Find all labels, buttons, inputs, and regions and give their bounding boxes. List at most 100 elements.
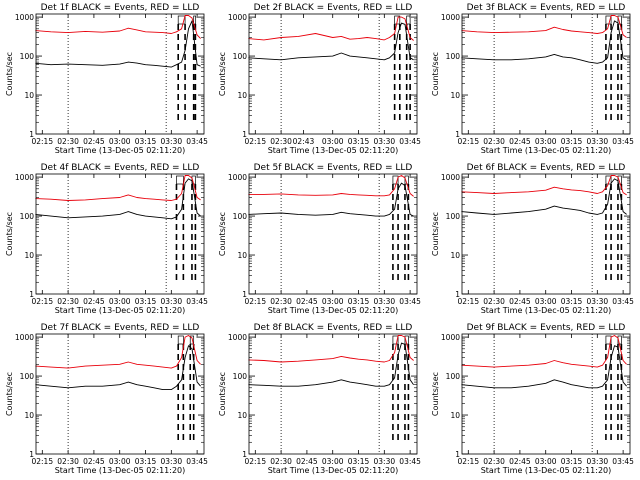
x-tick-label: 02:30 — [483, 137, 505, 146]
x-tick-label: 03:00 — [322, 137, 344, 146]
x-tick-label: 02:45 — [83, 297, 105, 306]
lld-series-line — [35, 335, 201, 369]
y-axis-title: Counts/sec — [218, 372, 227, 416]
x-tick-label: 02:30 — [483, 297, 505, 306]
y-tick-label: 1000 — [228, 13, 247, 22]
y-tick-label: 10 — [237, 411, 247, 420]
x-tick-label: 03:45 — [186, 297, 208, 306]
detector-panel: Det 7f BLACK = Events, RED = LLD 1 10 100 10… — [5, 323, 208, 475]
x-tick-label: 02:15 — [31, 137, 53, 146]
x-axis-title: Start Time (13-Dec-05 02:11:20) — [268, 146, 399, 155]
x-axis-title: Start Time (13-Dec-05 02:11:20) — [481, 306, 612, 315]
y-tick-label: 100 — [233, 52, 248, 61]
x-axis-title: Start Time (13-Dec-05 02:11:20) — [268, 306, 399, 315]
y-tick-label: 1 — [455, 130, 460, 139]
detector-panel: Det 9f BLACK = Events, RED = LLD 1 10 100 10… — [431, 323, 634, 475]
lld-series-line — [35, 175, 201, 201]
x-tick-label: 03:15 — [561, 297, 583, 306]
x-tick-label: 03:45 — [399, 457, 421, 466]
lld-series-line — [248, 175, 414, 197]
x-tick-label: 03:00 — [109, 137, 131, 146]
detector-panel: Det 8f BLACK = Events, RED = LLD 1 10 100 10… — [218, 323, 421, 475]
panel-title: Det 5f BLACK = Events, RED = LLD — [254, 163, 413, 173]
x-tick-label: 02:15 — [244, 457, 266, 466]
events-series-line — [35, 345, 201, 391]
plot-frame — [248, 13, 418, 135]
y-tick-label: 1 — [29, 450, 34, 459]
x-tick-label: 02:45 — [509, 297, 531, 306]
y-axis-title: Counts/sec — [431, 372, 440, 416]
interval-box — [406, 15, 411, 25]
x-tick-label: 03:30 — [161, 457, 183, 466]
y-axis-title: Counts/sec — [5, 52, 14, 96]
y-axis-title: Counts/sec — [5, 372, 14, 416]
plot-frame — [461, 13, 631, 135]
interval-box — [605, 335, 612, 345]
y-axis-title: Counts/sec — [5, 212, 14, 256]
events-series-line — [248, 22, 414, 61]
y-tick-label: 100 — [233, 372, 248, 381]
x-tick-label: 03:00 — [109, 457, 131, 466]
plot-frame — [248, 333, 418, 455]
x-axis-title: Start Time (13-Dec-05 02:11:20) — [55, 306, 186, 315]
y-tick-label: 100 — [233, 212, 248, 221]
detector-panel: Det 6f BLACK = Events, RED = LLD 1 10 100 10… — [431, 163, 634, 315]
events-series-line — [248, 182, 414, 217]
x-tick-label: 03:30 — [587, 457, 609, 466]
lld-series-line — [248, 16, 414, 41]
y-tick-label: 100 — [446, 212, 461, 221]
y-tick-label: 10 — [24, 91, 34, 100]
detector-panel: Det 5f BLACK = Events, RED = LLD 1 10 100 10… — [218, 163, 421, 315]
y-tick-label: 10 — [24, 411, 34, 420]
x-tick-label: 03:45 — [399, 297, 421, 306]
x-axis-title: Start Time (13-Dec-05 02:11:20) — [55, 146, 186, 155]
y-tick-label: 1 — [29, 290, 34, 299]
y-axis-title: Counts/sec — [431, 52, 440, 96]
x-axis-title: Start Time (13-Dec-05 02:11:20) — [481, 146, 612, 155]
x-tick-label: 03:00 — [535, 137, 557, 146]
x-tick-label: 03:15 — [135, 137, 157, 146]
x-tick-label: 02:45 — [509, 137, 531, 146]
y-tick-label: 1000 — [15, 333, 34, 342]
y-tick-label: 1 — [242, 290, 247, 299]
panel-title: Det 6f BLACK = Events, RED = LLD — [467, 163, 626, 173]
detector-panel: Det 1f BLACK = Events, RED = LLD 1 10 100 10… — [5, 3, 208, 155]
y-tick-label: 100 — [20, 52, 35, 61]
interval-box — [176, 175, 184, 185]
y-tick-label: 1 — [242, 450, 247, 459]
y-axis-title: Counts/sec — [218, 52, 227, 96]
x-tick-label: 02:45 — [509, 457, 531, 466]
x-tick-label: 02:30 — [270, 297, 292, 306]
x-tick-label: 03:15 — [348, 297, 370, 306]
events-series-line — [461, 20, 627, 64]
x-axis-title: Start Time (13-Dec-05 02:11:20) — [55, 466, 186, 475]
x-tick-label: 03:45 — [612, 297, 634, 306]
x-tick-label: 02:15 — [244, 297, 266, 306]
y-tick-label: 1 — [455, 290, 460, 299]
x-tick-label: 03:15 — [561, 137, 583, 146]
plot-frame — [461, 333, 631, 455]
x-tick-label: 02:15 — [244, 137, 266, 146]
y-tick-label: 10 — [450, 251, 460, 260]
x-tick-label: 03:15 — [348, 137, 370, 146]
x-tick-label: 03:00 — [535, 297, 557, 306]
detector-panel: Det 4f BLACK = Events, RED = LLD 1 10 100 10… — [5, 163, 208, 315]
events-series-line — [461, 178, 627, 215]
x-tick-label: 02:15 — [457, 137, 479, 146]
y-tick-label: 10 — [24, 251, 34, 260]
interval-box — [177, 15, 186, 25]
y-axis-title: Counts/sec — [431, 212, 440, 256]
x-tick-label: 03:30 — [587, 297, 609, 306]
interval-box — [394, 15, 401, 25]
x-tick-label: 02:45 — [83, 457, 105, 466]
y-tick-label: 1000 — [441, 13, 460, 22]
interval-box — [177, 335, 184, 345]
y-tick-label: 100 — [446, 52, 461, 61]
x-tick-label: 03:45 — [399, 137, 421, 146]
y-tick-label: 1000 — [15, 13, 34, 22]
panel-title: Det 3f BLACK = Events, RED = LLD — [467, 3, 626, 13]
interval-box — [189, 335, 195, 345]
x-tick-label: 02:15 — [457, 457, 479, 466]
